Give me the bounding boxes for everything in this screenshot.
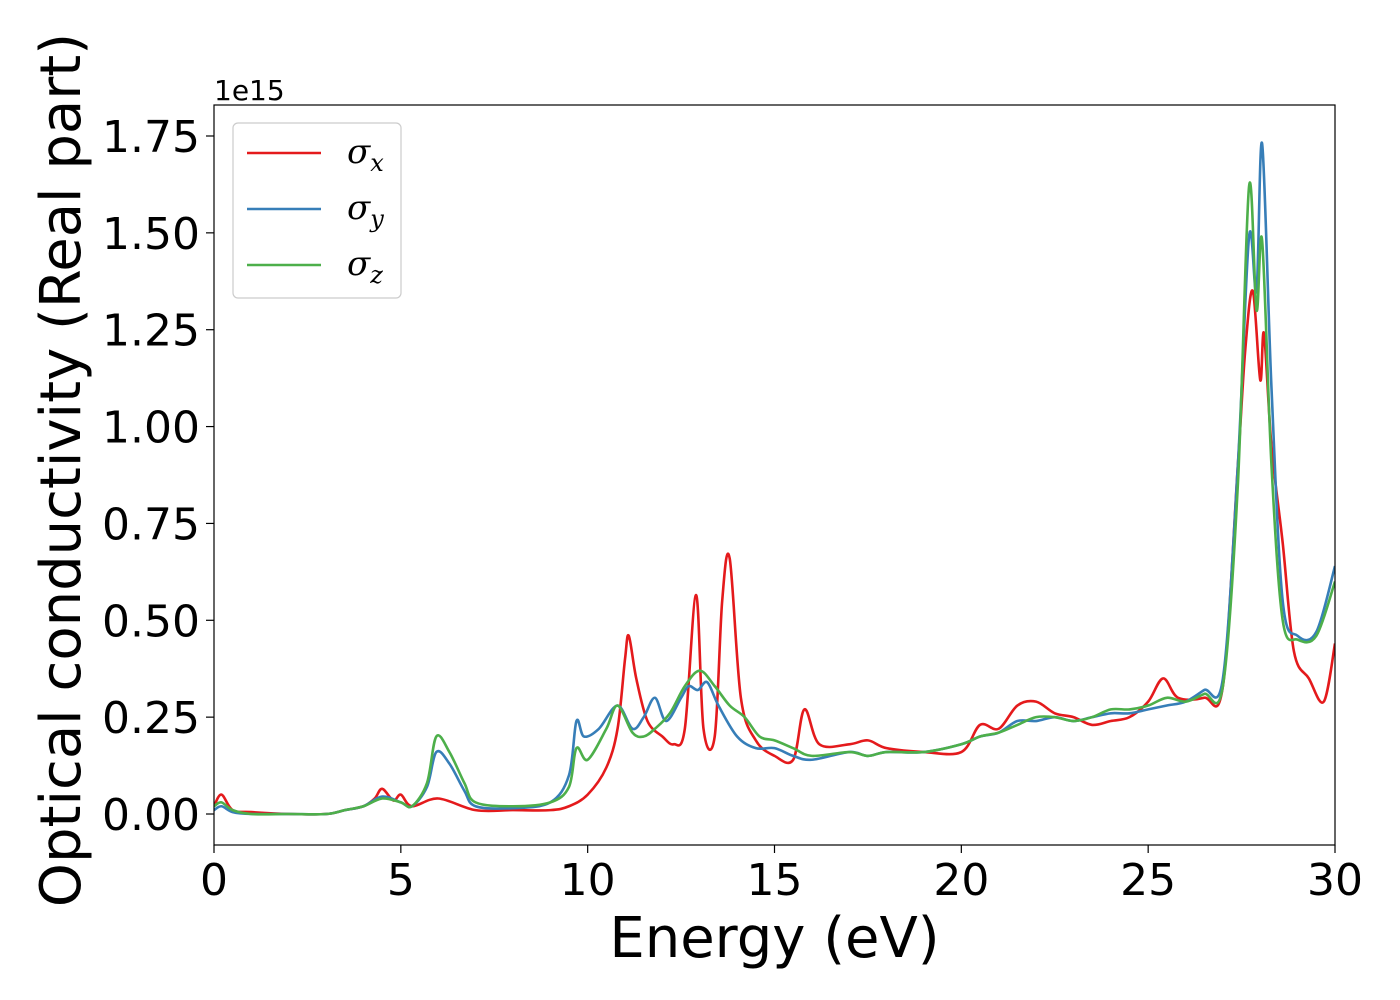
y-tick-label: 0.75 (102, 499, 200, 550)
y-ticks: 0.00 0.25 0.50 0.75 1.00 1.25 1.50 1.75 (102, 112, 214, 841)
legend-entry-y: σy (247, 188, 384, 233)
x-tick-label: 20 (933, 855, 989, 906)
x-tick-label: 15 (747, 855, 803, 906)
legend-label: σz (347, 244, 383, 289)
legend: σx σy σz (232, 122, 402, 299)
y-tick-label: 0.50 (102, 596, 200, 647)
y-tick-label: 1.50 (102, 209, 200, 260)
y-tick-label: 1.25 (102, 306, 200, 357)
x-tick-label: 5 (387, 855, 415, 906)
x-ticks: 0 5 10 15 20 25 30 (200, 845, 1363, 906)
x-tick-label: 10 (560, 855, 616, 906)
y-tick-label: 0.00 (102, 790, 200, 841)
y-tick-label: 0.25 (102, 693, 200, 744)
y-axis-label: Optical conductivity (Real part) (29, 33, 94, 907)
series-line-z (214, 181, 1335, 816)
x-tick-label: 25 (1120, 855, 1176, 906)
series-layer (214, 141, 1335, 816)
x-tick-label: 0 (200, 855, 228, 906)
legend-label: σx (347, 132, 384, 177)
legend-entry-z: σz (247, 244, 383, 289)
y-tick-label: 1.00 (102, 403, 200, 454)
y-axis-offset-text: 1e15 (214, 74, 285, 107)
x-axis-label: Energy (eV) (609, 906, 939, 971)
legend-label: σy (347, 188, 384, 233)
x-tick-label: 30 (1307, 855, 1363, 906)
legend-box (232, 122, 402, 299)
y-tick-label: 1.75 (102, 112, 200, 163)
legend-entry-x: σx (247, 132, 384, 177)
